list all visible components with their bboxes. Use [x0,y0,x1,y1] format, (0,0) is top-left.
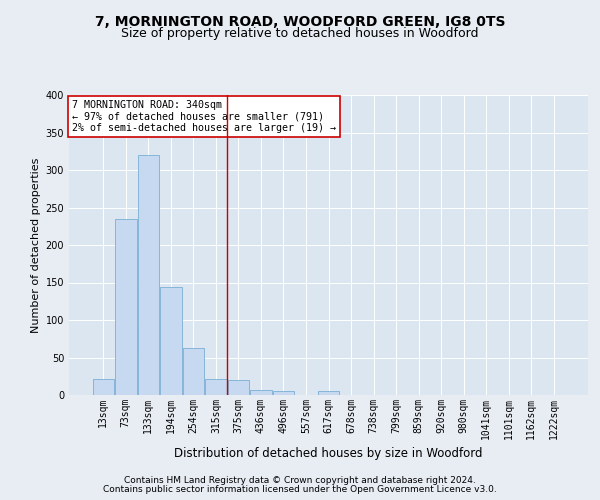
Bar [182,348,204,395]
Bar [92,378,114,395]
X-axis label: Distribution of detached houses by size in Woodford: Distribution of detached houses by size … [174,447,483,460]
Bar [205,378,227,395]
Y-axis label: Number of detached properties: Number of detached properties [31,158,41,332]
Bar [273,391,294,395]
Text: 7, MORNINGTON ROAD, WOODFORD GREEN, IG8 0TS: 7, MORNINGTON ROAD, WOODFORD GREEN, IG8 … [95,15,505,29]
Bar [115,219,137,395]
Bar [160,287,182,395]
Text: Contains public sector information licensed under the Open Government Licence v3: Contains public sector information licen… [103,485,497,494]
Text: 7 MORNINGTON ROAD: 340sqm
← 97% of detached houses are smaller (791)
2% of semi-: 7 MORNINGTON ROAD: 340sqm ← 97% of detac… [71,100,335,132]
Text: Size of property relative to detached houses in Woodford: Size of property relative to detached ho… [121,28,479,40]
Bar [318,391,339,395]
Bar [250,390,272,395]
Bar [137,155,159,395]
Text: Contains HM Land Registry data © Crown copyright and database right 2024.: Contains HM Land Registry data © Crown c… [124,476,476,485]
Bar [228,380,249,395]
